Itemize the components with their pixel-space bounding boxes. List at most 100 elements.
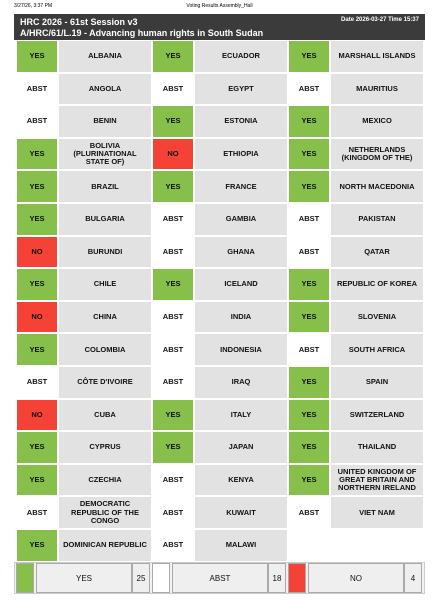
vote-cell: ABST <box>152 203 194 236</box>
country-cell: REPUBLIC OF KOREA <box>330 268 424 301</box>
country-cell: CHILE <box>58 268 152 301</box>
country-cell: ALBANIA <box>58 40 152 73</box>
country-cell: IRAQ <box>194 366 288 399</box>
country-cell: CÔTE D'IVOIRE <box>58 366 152 399</box>
vote-cell: YES <box>16 463 58 497</box>
total-label: NO <box>308 563 404 593</box>
vote-cell: YES <box>288 431 330 464</box>
vote-cell: ABST <box>288 203 330 236</box>
vote-cell: ABST <box>152 333 194 366</box>
country-cell: UNITED KINGDOM OF GREAT BRITAIN AND NORT… <box>330 463 424 497</box>
vote-cell: YES <box>288 105 330 138</box>
country-cell: KUWAIT <box>194 496 288 529</box>
vote-cell: NO <box>16 398 58 432</box>
vote-cell: YES <box>288 137 330 171</box>
vote-cell: YES <box>16 431 58 464</box>
country-cell: ITALY <box>194 398 288 432</box>
country-cell: BURUNDI <box>58 235 152 269</box>
country-cell: CUBA <box>58 398 152 432</box>
vote-cell: ABST <box>152 366 194 399</box>
date-time: Date 2026-03-27 Time 15:37 <box>341 17 419 23</box>
vote-cell: YES <box>288 170 330 203</box>
country-cell: COLOMBIA <box>58 333 152 366</box>
header-bar: HRC 2026 - 61st Session v3 A/HRC/61/L.19… <box>14 14 425 40</box>
country-cell: NORTH MACEDONIA <box>330 170 424 203</box>
total-label: ABST <box>172 563 268 593</box>
total-count: 4 <box>404 563 422 593</box>
country-cell: CZECHIA <box>58 463 152 497</box>
country-cell: GHANA <box>194 235 288 269</box>
country-cell: THAILAND <box>330 431 424 464</box>
vote-cell: YES <box>152 170 194 203</box>
country-cell: GAMBIA <box>194 203 288 236</box>
country-cell: QATAR <box>330 235 424 269</box>
country-cell: MALAWI <box>194 529 288 562</box>
vote-cell: YES <box>288 398 330 432</box>
country-cell: SLOVENIA <box>330 300 424 334</box>
vote-cell: ABST <box>16 72 58 106</box>
country-cell: SPAIN <box>330 366 424 399</box>
vote-cell: NO <box>152 137 194 171</box>
total-swatch <box>288 563 306 593</box>
vote-cell: ABST <box>152 300 194 334</box>
vote-cell: ABST <box>16 496 58 529</box>
vote-cell: ABST <box>152 529 194 562</box>
vote-cell: YES <box>16 529 58 562</box>
total-swatch <box>16 563 34 593</box>
vote-cell: YES <box>288 463 330 497</box>
country-cell: EGYPT <box>194 72 288 106</box>
vote-cell: YES <box>16 268 58 301</box>
country-cell: FRANCE <box>194 170 288 203</box>
country-cell: MEXICO <box>330 105 424 138</box>
country-cell: ETHIOPIA <box>194 137 288 171</box>
country-cell: BULGARIA <box>58 203 152 236</box>
country-cell: NETHERLANDS (KINGDOM OF THE) <box>330 137 424 171</box>
country-cell: CHINA <box>58 300 152 334</box>
vote-cell: NO <box>16 235 58 269</box>
country-cell: DOMINICAN REPUBLIC <box>58 529 152 562</box>
country-cell: BOLIVIA (PLURINATIONAL STATE OF) <box>58 137 152 171</box>
country-cell: SOUTH AFRICA <box>330 333 424 366</box>
vote-cell: ABST <box>288 235 330 269</box>
vote-cell: YES <box>16 137 58 171</box>
country-cell: SWITZERLAND <box>330 398 424 432</box>
vote-cell: YES <box>288 300 330 334</box>
vote-cell: ABST <box>288 333 330 366</box>
vote-cell: YES <box>288 268 330 301</box>
country-cell: ESTONIA <box>194 105 288 138</box>
total-count: 25 <box>132 563 150 593</box>
vote-cell: YES <box>16 170 58 203</box>
vote-cell: YES <box>16 203 58 236</box>
country-cell: ECUADOR <box>194 40 288 73</box>
page-title: Voting Results Assembly_Hall <box>186 3 253 9</box>
vote-cell: YES <box>152 268 194 301</box>
resolution: A/HRC/61/L.19 - Advancing human rights i… <box>20 28 264 38</box>
country-cell: INDONESIA <box>194 333 288 366</box>
total-label: YES <box>36 563 132 593</box>
country-cell: CYPRUS <box>58 431 152 464</box>
vote-cell: ABST <box>152 72 194 106</box>
country-cell: INDIA <box>194 300 288 334</box>
country-cell: JAPAN <box>194 431 288 464</box>
vote-cell: ABST <box>152 463 194 497</box>
country-cell: BENIN <box>58 105 152 138</box>
vote-cell: YES <box>288 366 330 399</box>
country-cell: BRAZIL <box>58 170 152 203</box>
vote-cell: ABST <box>16 366 58 399</box>
total-count: 18 <box>268 563 286 593</box>
country-cell: KENYA <box>194 463 288 497</box>
vote-cell: YES <box>152 40 194 73</box>
vote-cell: YES <box>16 40 58 73</box>
country-cell: ANGOLA <box>58 72 152 106</box>
session: HRC 2026 - 61st Session v3 <box>20 17 138 27</box>
vote-cell: NO <box>16 300 58 334</box>
vote-cell: ABST <box>16 105 58 138</box>
country-cell: MARSHALL ISLANDS <box>330 40 424 73</box>
vote-cell: ABST <box>152 496 194 529</box>
vote-cell: YES <box>152 431 194 464</box>
timestamp: 3/27/26, 3:37 PM <box>14 3 53 9</box>
total-swatch <box>152 563 170 593</box>
vote-cell: ABST <box>288 496 330 529</box>
vote-cell: YES <box>288 40 330 73</box>
